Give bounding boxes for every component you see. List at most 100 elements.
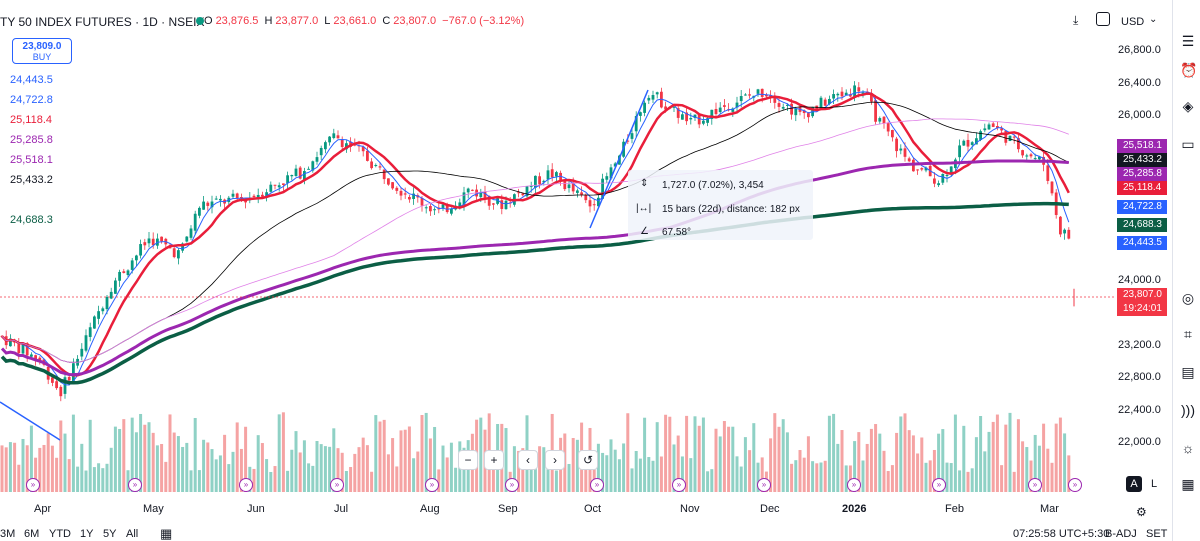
- range-ytd[interactable]: YTD: [49, 528, 71, 540]
- zoom-out-button[interactable]: −: [458, 450, 478, 470]
- volume-bar: [1025, 447, 1029, 492]
- candle-body: [899, 148, 903, 151]
- candle-body: [605, 176, 609, 180]
- candle-body: [655, 92, 659, 95]
- ma-label[interactable]: 25,518.1: [10, 154, 53, 166]
- range-1y[interactable]: 1Y: [80, 528, 94, 540]
- layers-icon[interactable]: ◈: [1182, 98, 1194, 114]
- ma-label[interactable]: 24,722.8: [10, 94, 53, 106]
- volume-bar: [680, 456, 684, 492]
- candle-body: [924, 167, 928, 171]
- scroll-right-button[interactable]: ›: [545, 450, 565, 470]
- auto-scale-button[interactable]: A: [1126, 476, 1142, 492]
- watchlist-icon[interactable]: ☰: [1181, 33, 1195, 49]
- event-marker-icon[interactable]: »: [1028, 478, 1042, 492]
- chevron-down-icon[interactable]: ⌄: [1149, 14, 1158, 25]
- event-marker-icon[interactable]: »: [1068, 478, 1082, 492]
- reset-button[interactable]: ↺: [578, 450, 598, 470]
- event-marker-icon[interactable]: »: [128, 478, 142, 492]
- volume-bar: [181, 446, 185, 492]
- ma-label[interactable]: 25,118.4: [10, 114, 53, 126]
- candle-body: [214, 198, 218, 200]
- range-5y[interactable]: 5Y: [103, 528, 117, 540]
- buy-button[interactable]: 23,809.0 BUY: [12, 38, 72, 64]
- candle-body: [714, 108, 718, 115]
- grid-icon[interactable]: ▦: [1181, 476, 1195, 492]
- candle-body: [105, 296, 109, 310]
- volume-bar: [643, 417, 647, 492]
- ma-label[interactable]: 24,688.3: [10, 214, 53, 226]
- volume-bar: [970, 468, 974, 492]
- candle-body: [72, 363, 75, 381]
- volume-bar: [991, 421, 995, 492]
- ma-label[interactable]: 25,285.8: [10, 134, 53, 146]
- volume-bar: [1067, 455, 1071, 492]
- candle-body: [147, 238, 151, 244]
- ma-label[interactable]: 25,433.2: [10, 174, 53, 186]
- event-marker-icon[interactable]: »: [425, 478, 439, 492]
- clock[interactable]: 07:25:58 UTC+5:30: [1013, 528, 1110, 540]
- event-marker-icon[interactable]: »: [239, 478, 253, 492]
- scroll-left-button[interactable]: ‹: [518, 450, 538, 470]
- settings-icon[interactable]: ⚙: [1136, 505, 1147, 519]
- range-6m[interactable]: 6M: [24, 528, 40, 540]
- candle-body: [420, 198, 424, 206]
- event-marker-icon[interactable]: »: [330, 478, 344, 492]
- candle-body: [672, 106, 676, 108]
- candle-body: [265, 192, 268, 198]
- alert-icon[interactable]: ⏰: [1180, 62, 1198, 78]
- candle-body: [1063, 229, 1066, 234]
- candle-body: [853, 85, 856, 98]
- volume-bar: [554, 470, 558, 492]
- volume-bar: [38, 447, 42, 492]
- fullscreen-icon[interactable]: [1096, 12, 1110, 26]
- target-icon[interactable]: ◎: [1181, 290, 1195, 306]
- volume-bar: [416, 451, 420, 492]
- volume-bar: [979, 416, 983, 492]
- candle-body: [391, 182, 394, 189]
- range-3m[interactable]: 3M: [0, 528, 16, 540]
- lightbulb-icon[interactable]: ☼: [1181, 440, 1195, 456]
- candle-body: [882, 116, 886, 124]
- candle-body: [790, 103, 793, 115]
- set-button[interactable]: SET: [1146, 528, 1168, 540]
- candle-body: [256, 194, 260, 198]
- candle-body: [832, 94, 835, 99]
- calendar-icon[interactable]: ▦: [160, 526, 173, 541]
- event-marker-icon[interactable]: »: [847, 478, 861, 492]
- broadcast-icon[interactable]: ))): [1181, 402, 1195, 418]
- candle-body: [109, 291, 113, 299]
- volume-bar: [391, 438, 395, 492]
- zoom-in-button[interactable]: +: [484, 450, 504, 470]
- candle-body: [765, 94, 768, 97]
- event-marker-icon[interactable]: »: [590, 478, 604, 492]
- price-axis-label: 26,400.0: [1118, 77, 1161, 89]
- candle-body: [609, 167, 613, 179]
- candle-body: [303, 171, 306, 181]
- ma-label[interactable]: 24,443.5: [10, 74, 53, 86]
- candle-body: [51, 377, 54, 383]
- calendar-icon[interactable]: ▤: [1181, 364, 1195, 380]
- price-chart[interactable]: [0, 0, 1115, 500]
- candle-body: [38, 357, 42, 361]
- event-marker-icon[interactable]: »: [505, 478, 519, 492]
- event-marker-icon[interactable]: »: [26, 478, 40, 492]
- event-marker-icon[interactable]: »: [932, 478, 946, 492]
- range-all[interactable]: All: [126, 528, 139, 540]
- symbol-title[interactable]: TY 50 INDEX FUTURES · 1D · NSEIX: [0, 15, 205, 29]
- chat-icon[interactable]: ▭: [1181, 136, 1195, 152]
- time-axis-label: Oct: [584, 503, 602, 515]
- volume-bar: [1000, 465, 1004, 492]
- candle-body: [332, 133, 336, 138]
- event-marker-icon[interactable]: »: [672, 478, 686, 492]
- download-icon[interactable]: ⤓: [1073, 13, 1079, 27]
- currency-selector[interactable]: USD: [1121, 16, 1145, 28]
- volume-bar: [512, 446, 516, 492]
- badj-button[interactable]: B-ADJ: [1105, 528, 1137, 540]
- chart-icon[interactable]: ⌗: [1184, 326, 1192, 342]
- volume-bar: [239, 448, 243, 492]
- log-scale-button[interactable]: L: [1150, 478, 1158, 490]
- candle-body: [601, 178, 604, 199]
- volume-bar: [382, 419, 386, 492]
- event-marker-icon[interactable]: »: [757, 478, 771, 492]
